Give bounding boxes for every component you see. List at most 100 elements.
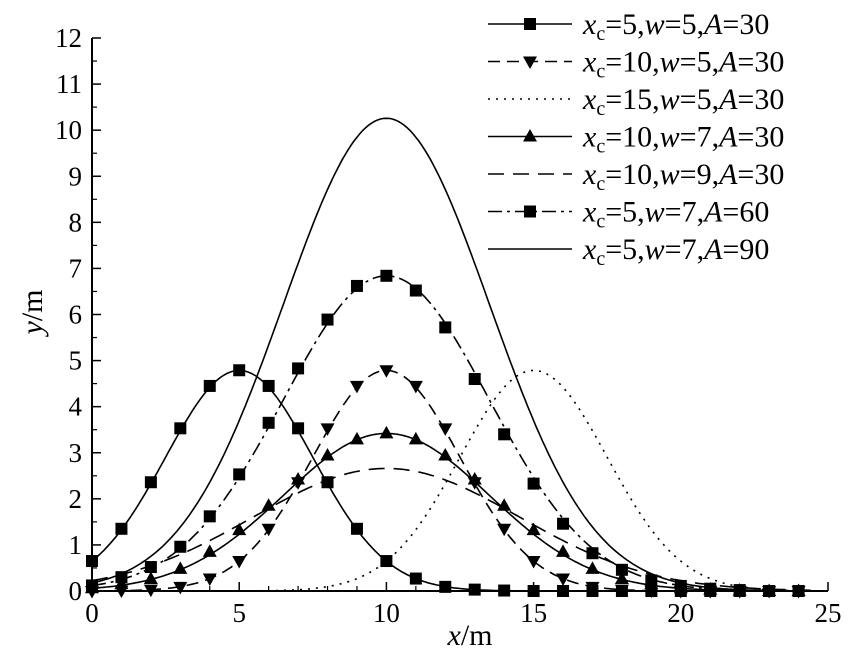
series-line — [91, 432, 814, 592]
data-point — [527, 477, 540, 490]
legend-item: xc=10,w=9,A=30 — [488, 158, 784, 195]
data-point — [645, 574, 658, 587]
data-point — [86, 555, 98, 568]
x-tick-label: 25 — [815, 598, 842, 628]
data-point — [585, 581, 600, 595]
legend-label-part: =5, — [680, 46, 719, 79]
data-point — [115, 522, 128, 535]
x-tick-label: 20 — [667, 598, 694, 628]
data-point — [523, 56, 537, 69]
y-tick-label: 7 — [69, 253, 83, 283]
series-line — [92, 369, 814, 592]
data-point — [349, 431, 364, 445]
data-point — [438, 448, 453, 461]
x-axis-title: x/m — [447, 619, 493, 652]
legend-label-part: w — [660, 158, 680, 191]
data-point — [202, 573, 217, 587]
data-point — [291, 471, 306, 485]
legend-label-part: =90 — [722, 233, 769, 266]
legend-label: xc=10,w=5,A=30 — [582, 46, 784, 83]
legend-label-part: w — [660, 121, 680, 154]
legend-item: xc=5,w=7,A=90 — [488, 233, 769, 270]
data-point — [523, 129, 537, 142]
data-point — [498, 428, 511, 441]
legend-label-part: w — [660, 46, 680, 79]
legend-label-part: =15, — [605, 83, 659, 116]
legend-label-part: c — [596, 98, 605, 120]
y-tick-label: 9 — [69, 161, 83, 191]
y-tick-label: 8 — [69, 207, 83, 237]
x-axis-title-unit: /m — [461, 619, 493, 652]
y-tick-label: 12 — [55, 23, 82, 53]
data-point — [174, 540, 187, 553]
legend-label-part: c — [596, 173, 605, 195]
data-point — [173, 561, 188, 574]
data-point — [467, 471, 482, 485]
y-axis-title-unit: /m — [16, 290, 49, 322]
y-tick-label: 4 — [69, 392, 83, 422]
y-tick-label: 6 — [69, 300, 83, 330]
y-tick-label: 3 — [69, 438, 83, 468]
data-point — [380, 555, 393, 568]
y-tick-label: 1 — [69, 530, 83, 560]
data-point — [439, 580, 452, 593]
legend-label-part: =5, — [605, 233, 644, 266]
y-axis-title: y/m — [16, 290, 49, 338]
legend-label-part: =30 — [737, 83, 784, 116]
data-point — [439, 321, 452, 334]
legend-label-part: A — [702, 8, 723, 41]
legend-label-part: x — [582, 46, 597, 79]
data-point — [408, 431, 423, 445]
legend-label-part: =5, — [665, 8, 704, 41]
legend-label-part: A — [717, 121, 738, 154]
legend-label-part: =7, — [680, 121, 719, 154]
data-point — [349, 380, 364, 394]
legend-label-part: c — [596, 211, 605, 233]
data-point — [614, 571, 629, 585]
legend-label-part: =7, — [665, 233, 704, 266]
series-4 — [85, 425, 814, 596]
data-point — [292, 422, 305, 435]
data-point — [527, 585, 540, 597]
x-tick-label: 15 — [520, 598, 547, 628]
data-point — [350, 522, 363, 535]
series-5 — [91, 467, 814, 592]
data-point — [379, 365, 394, 378]
legend-label-part: =30 — [737, 121, 784, 154]
legend-label: xc=5,w=7,A=90 — [582, 233, 769, 270]
legend-label-part: =30 — [737, 46, 784, 79]
data-point — [174, 422, 187, 435]
data-point — [321, 313, 334, 326]
data-point — [408, 380, 423, 394]
data-point — [232, 522, 247, 536]
series-line — [92, 369, 814, 592]
data-point — [524, 18, 536, 30]
data-point — [261, 498, 276, 511]
data-point — [143, 571, 158, 585]
x-tick-label: 10 — [373, 598, 400, 628]
series-3 — [92, 369, 814, 592]
legend-item: xc=15,w=5,A=30 — [488, 83, 784, 120]
legend-item: xc=5,w=7,A=60 — [488, 196, 769, 233]
x-axis-title-var: x — [447, 619, 462, 652]
data-point — [262, 379, 275, 392]
data-point — [409, 572, 422, 585]
data-point — [203, 510, 216, 523]
data-point — [320, 448, 335, 461]
series-line — [91, 274, 814, 592]
x-tick-label: 5 — [232, 598, 246, 628]
y-tick-label: 5 — [69, 346, 83, 376]
data-point — [615, 563, 628, 576]
data-point — [262, 416, 275, 429]
data-point — [497, 498, 512, 511]
legend-label-part: x — [582, 158, 597, 191]
y-tick-label: 0 — [69, 576, 83, 606]
series-group — [85, 117, 814, 599]
legend-label-part: x — [582, 8, 597, 41]
legend-label-part: =5, — [605, 196, 644, 229]
legend: xc=5,w=5,A=30xc=10,w=5,A=30xc=15,w=5,A=3… — [488, 8, 784, 270]
legend-label: xc=15,w=5,A=30 — [582, 83, 784, 120]
series-7 — [91, 117, 814, 592]
legend-label-part: c — [596, 136, 605, 158]
